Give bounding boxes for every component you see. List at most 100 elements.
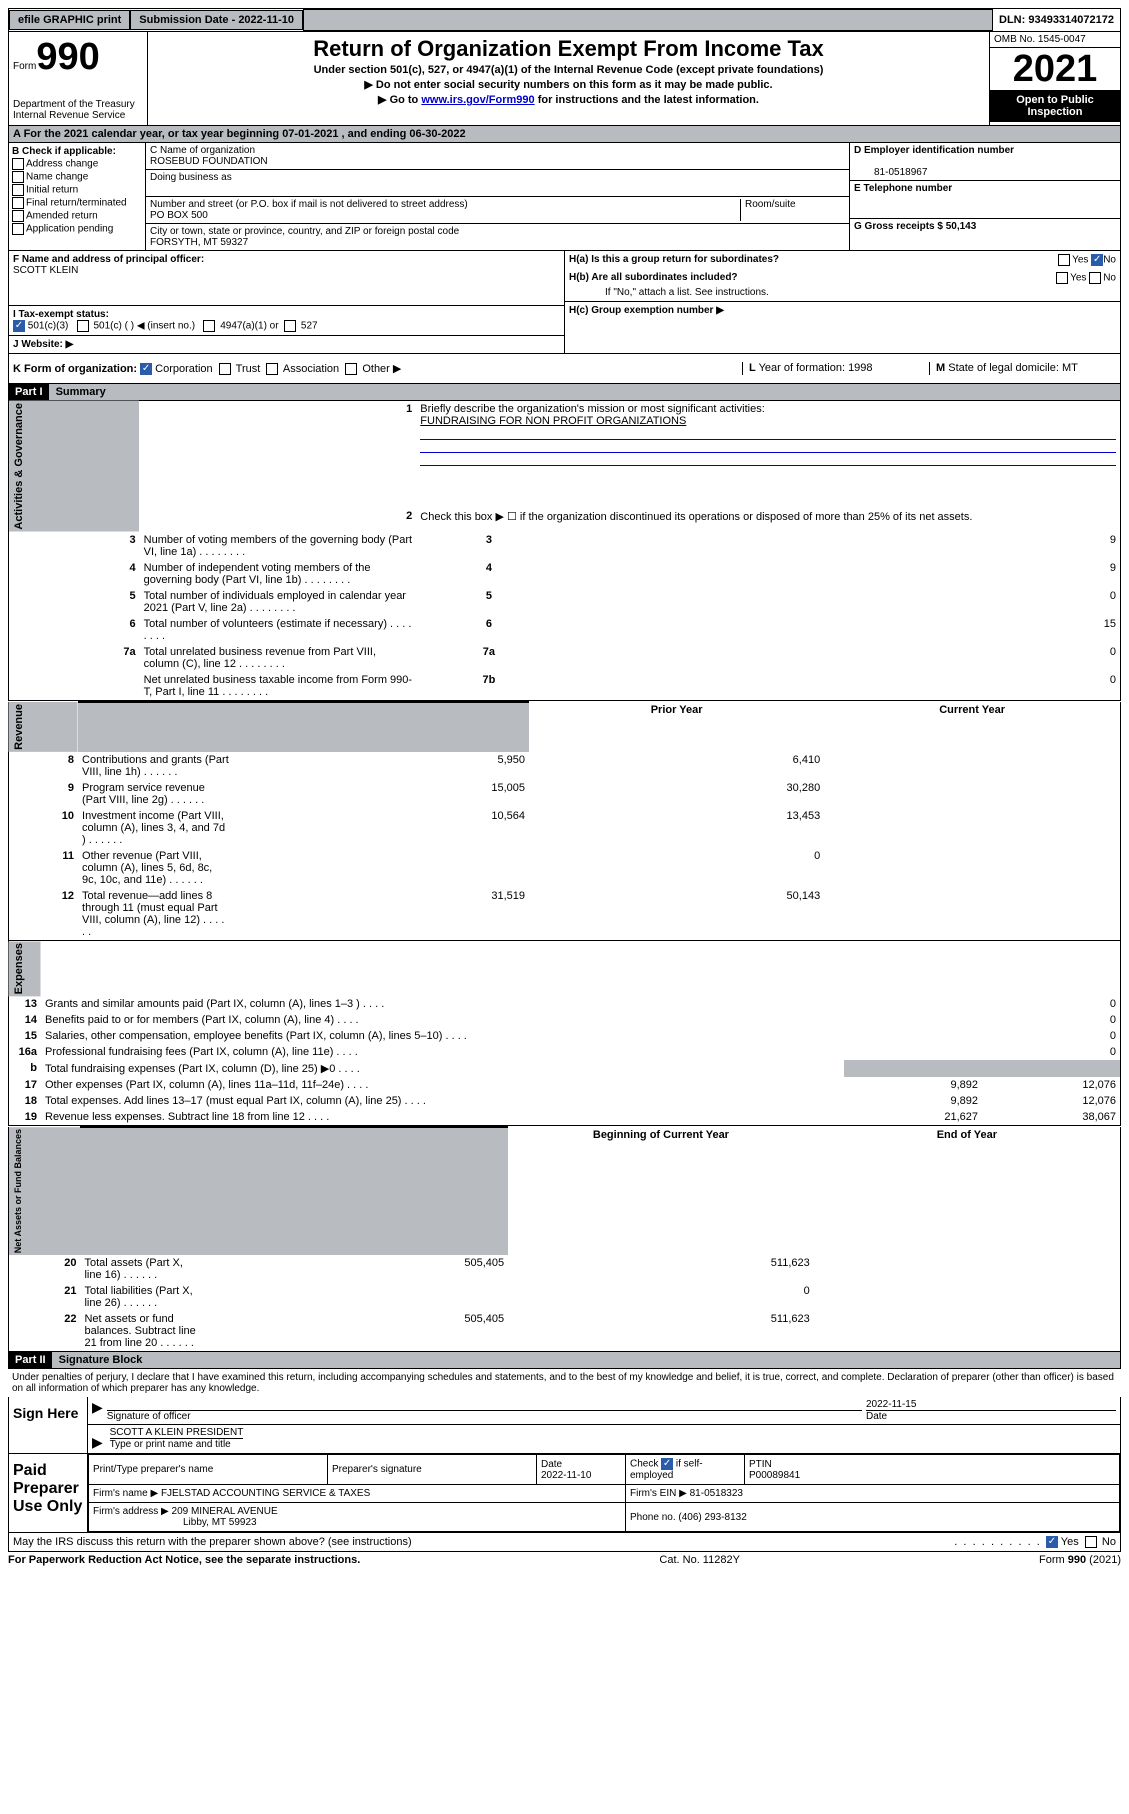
ha-yes[interactable] [1058, 254, 1070, 266]
sign-here-block: Sign Here ▶ Signature of officer 2022-11… [8, 1397, 1121, 1454]
firm-addr1: 209 MINERAL AVENUE [172, 1506, 278, 1517]
check-501c[interactable] [77, 320, 89, 332]
check-527[interactable] [284, 320, 296, 332]
firm-addr2: Libby, MT 59923 [93, 1517, 257, 1528]
firm-phone: (406) 293-8132 [678, 1512, 746, 1523]
col-begin: Beginning of Current Year [508, 1127, 814, 1255]
dept-label: Department of the TreasuryInternal Reven… [13, 99, 143, 121]
org-name: ROSEBUD FOUNDATION [150, 156, 268, 167]
paid-prep-label: Paid Preparer Use Only [9, 1454, 87, 1532]
form-label: Form [13, 61, 36, 72]
ein-label: D Employer identification number [854, 145, 1014, 156]
sign-here-label: Sign Here [9, 1397, 87, 1453]
sig-date: 2022-11-15 [866, 1399, 1116, 1411]
identity-section: B Check if applicable: Address change Na… [8, 143, 1121, 251]
print-name-label: Print/Type preparer's name [89, 1455, 328, 1485]
check-trust[interactable] [219, 363, 231, 375]
dln: DLN: 93493314072172 [993, 11, 1120, 29]
open-public: Open to Public Inspection [990, 90, 1120, 122]
form-title: Return of Organization Exempt From Incom… [152, 36, 985, 62]
footer-mid: Cat. No. 11282Y [659, 1554, 740, 1566]
line2: Check this box ▶ ☐ if the organization d… [416, 508, 1120, 532]
summary-table: Activities & Governance 1 Briefly descri… [8, 401, 1121, 701]
gross-receipts: G Gross receipts $ 50,143 [854, 221, 976, 232]
header-sub1: Under section 501(c), 527, or 4947(a)(1)… [152, 64, 985, 76]
check-corp[interactable]: ✓ [140, 363, 152, 375]
hb-yes[interactable] [1056, 272, 1068, 284]
submission-date: Submission Date - 2022-11-10 [130, 10, 303, 30]
irs-link[interactable]: www.irs.gov/Form990 [421, 94, 534, 106]
hb-no[interactable] [1089, 272, 1101, 284]
ptin: P00089841 [749, 1470, 800, 1481]
col-end: End of Year [814, 1127, 1121, 1255]
vert-netassets: Net Assets or Fund Balances [9, 1127, 81, 1255]
discuss-row: May the IRS discuss this return with the… [8, 1533, 1121, 1552]
type-name-label: Type or print name and title [110, 1439, 231, 1450]
dba-label: Doing business as [150, 172, 232, 183]
check-501c3[interactable]: ✓ [13, 320, 25, 332]
top-bar: efile GRAPHIC print Submission Date - 20… [8, 8, 1121, 32]
check-other[interactable] [345, 363, 357, 375]
hb-note: If "No," attach a list. See instructions… [565, 287, 1120, 302]
omb-number: OMB No. 1545-0047 [990, 32, 1120, 48]
name-label: C Name of organization [150, 145, 255, 156]
ha-no[interactable]: ✓ [1091, 254, 1103, 266]
header-sub3: ▶ Go to www.irs.gov/Form990 for instruct… [152, 93, 985, 106]
mission-text: FUNDRAISING FOR NON PROFIT ORGANIZATIONS [420, 415, 686, 427]
checkbox-name-change[interactable] [12, 171, 24, 183]
tax-exempt-label: I Tax-exempt status: [13, 309, 109, 320]
checkbox-initial-return[interactable] [12, 184, 24, 196]
form-number: 990 [36, 36, 99, 78]
col-prior: Prior Year [529, 702, 824, 752]
checkbox-address-change[interactable] [12, 158, 24, 170]
ha-label: H(a) Is this a group return for subordin… [569, 254, 779, 265]
expense-table: Expenses 13Grants and similar amounts pa… [8, 941, 1121, 1126]
room-label: Room/suite [745, 199, 796, 210]
org-address: PO BOX 500 [150, 210, 208, 221]
form-header: Form990 Department of the TreasuryIntern… [8, 32, 1121, 126]
checkbox-final-return[interactable] [12, 197, 24, 209]
addr-label: Number and street (or P.O. box if mail i… [150, 199, 468, 210]
discuss-yes[interactable]: ✓ [1046, 1536, 1058, 1548]
prep-sig-label: Preparer's signature [328, 1455, 537, 1485]
officer-section: F Name and address of principal officer:… [8, 251, 1121, 354]
netassets-table: Net Assets or Fund Balances Beginning of… [8, 1126, 1121, 1352]
vert-expenses: Expenses [9, 941, 42, 996]
officer-name: SCOTT KLEIN [13, 265, 78, 276]
vert-revenue: Revenue [9, 702, 79, 752]
tax-year: 2021 [990, 48, 1120, 90]
part1-header: Part I Summary [8, 384, 1121, 401]
vert-governance: Activities & Governance [9, 401, 140, 532]
paid-preparer-block: Paid Preparer Use Only Print/Type prepar… [8, 1454, 1121, 1533]
officer-name-title: SCOTT A KLEIN PRESIDENT [110, 1427, 244, 1439]
header-sub2: ▶ Do not enter social security numbers o… [152, 78, 985, 91]
firm-name: FJELSTAD ACCOUNTING SERVICE & TAXES [161, 1488, 370, 1499]
col-current: Current Year [824, 702, 1120, 752]
period-row: A For the 2021 calendar year, or tax yea… [8, 126, 1121, 143]
part2-header: Part II Signature Block [8, 1352, 1121, 1369]
tel-label: E Telephone number [854, 183, 952, 194]
footer-right: Form 990 (2021) [1039, 1554, 1121, 1566]
checkbox-app-pending[interactable] [12, 223, 24, 235]
revenue-table: Revenue Prior Year Current Year 8Contrib… [8, 701, 1121, 941]
year-formation: L Year of formation: 1998 [742, 362, 929, 375]
date-label: Date [866, 1411, 887, 1422]
section-f-label: F Name and address of principal officer: [13, 254, 204, 265]
check-4947[interactable] [203, 320, 215, 332]
firm-ein: 81-0518323 [690, 1488, 743, 1499]
discuss-no[interactable] [1085, 1536, 1097, 1548]
line1-label: Briefly describe the organization's miss… [420, 403, 764, 415]
form-org-row: K Form of organization: ✓ Corporation Tr… [8, 354, 1121, 384]
ein-value: 81-0518967 [854, 167, 927, 178]
declaration: Under penalties of perjury, I declare th… [8, 1369, 1121, 1397]
footer-left: For Paperwork Reduction Act Notice, see … [8, 1554, 360, 1566]
prep-date: 2022-11-10 [541, 1470, 591, 1481]
state-domicile: M State of legal domicile: MT [929, 362, 1116, 375]
check-assoc[interactable] [266, 363, 278, 375]
sig-officer-label: Signature of officer [107, 1411, 191, 1422]
org-city: FORSYTH, MT 59327 [150, 237, 248, 248]
website-label: J Website: ▶ [13, 339, 73, 350]
checkbox-amended[interactable] [12, 210, 24, 222]
city-label: City or town, state or province, country… [150, 226, 459, 237]
efile-button[interactable]: efile GRAPHIC print [9, 10, 130, 30]
